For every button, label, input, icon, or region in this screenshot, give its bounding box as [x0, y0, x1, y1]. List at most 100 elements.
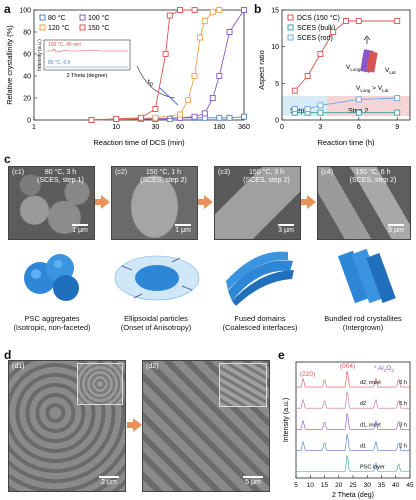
a-ytick-label: 40 — [23, 74, 31, 81]
b-data-point — [291, 106, 298, 112]
e-trace-name: d2, inset — [360, 380, 381, 386]
sem-d1-inset — [77, 363, 123, 405]
schematic-bundled-rods — [337, 248, 396, 304]
a-xtick-label: 180 — [213, 124, 225, 131]
chart-a: Relative crystallinity (%) 0 20 40 60 80 100 … — [5, 7, 250, 147]
inset-label-top: 150 °C, 45 min — [48, 42, 81, 48]
sem-image-c4: (c4) 150 °C, 6 h (SCES, step 2) 5 μm — [317, 166, 411, 240]
sem-c3-scalebar: 3 μm — [278, 224, 294, 234]
t0-label: t0 — [148, 79, 153, 88]
b-data-point — [330, 29, 337, 35]
a-data-point — [241, 7, 247, 13]
caption-fused-domains: Fused domains (Coalesced interfaces) — [222, 314, 298, 332]
b-data-point — [355, 18, 362, 24]
b-data-point — [317, 51, 324, 57]
a-data-point — [185, 97, 191, 104]
a-data-point — [216, 7, 223, 13]
e-xtick-label: 15 — [321, 482, 329, 489]
a-data-point — [241, 113, 247, 120]
sem-c2-caption: 150 °C, 1 h (SCES, step 2) — [140, 169, 187, 184]
peak-220-label: (220) — [300, 371, 315, 378]
a-data-point — [216, 73, 223, 79]
a-data-point — [152, 114, 159, 121]
e-xtick-label: 25 — [349, 482, 357, 489]
sem-image-d2: (d2) 5 μm — [142, 360, 270, 492]
a-data-point — [226, 114, 233, 121]
sem-c4-scalebar: 5 μm — [388, 224, 404, 234]
caption-psc-aggregates: PSC aggregates (Isotropic, non-faceted) — [13, 314, 91, 332]
a-data-point — [162, 51, 169, 57]
e-xtick-label: 10 — [307, 482, 315, 489]
sem-d1-id: (d1) — [12, 363, 25, 370]
a-data-point — [226, 29, 233, 35]
b-data-point — [291, 87, 298, 94]
sem-c1-scalebar: 1 μm — [72, 224, 88, 234]
b-data-point — [304, 106, 311, 112]
e-trace-time: 5 h — [399, 401, 407, 407]
a-data-point — [177, 111, 184, 118]
legend-b-rod — [287, 34, 294, 41]
caption-bundled-rods: Bundled rod crystallites (Intergrown) — [324, 314, 402, 332]
arrow-c2-c3 — [198, 195, 213, 209]
a-data-point — [88, 117, 95, 123]
e-xtick-label: 45 — [406, 482, 414, 489]
a-xtick-label: 360 — [238, 124, 250, 131]
a-data-point — [209, 9, 216, 16]
chart-b-xlabel: Reaction time (h) — [317, 138, 375, 147]
a-data-point — [191, 113, 198, 120]
chart-e-frame — [295, 361, 411, 479]
b-xtick-label: 0 — [280, 124, 284, 131]
inset-label-bottom: 80 °C, 6 h — [48, 60, 71, 66]
chart-a-inset: Intensity (a.u.) 2 Theta (degree) 150 °C… — [37, 39, 131, 79]
e-xtick-label: 40 — [392, 482, 400, 489]
a-ytick-label: 0 — [27, 118, 31, 125]
inset-ylabel: Intensity (a.u.) — [37, 39, 43, 71]
sem-image-c2: (c2) 150 °C, 1 h (SCES, step 2) 1 μm — [111, 166, 198, 240]
a-ytick-label: 100 — [19, 8, 31, 15]
b-ytick-label: 15 — [271, 8, 279, 15]
panel-letter-a: a — [4, 2, 11, 16]
sem-image-d1: (d1) 2 μm — [8, 360, 126, 492]
sem-c4-caption: 150 °C, 6 h (SCES, step 2) — [349, 169, 397, 184]
chart-a-legend: 80 °C 100 °C 120 °C 150 °C — [39, 14, 109, 32]
legend-label-80: 80 °C — [48, 14, 66, 22]
sem-c4-id: (c4) — [321, 169, 334, 176]
caption-ellipsoidal: Ellipsoidal particles (Onset of Anisotrop… — [120, 314, 192, 332]
b-data-point — [355, 96, 362, 103]
a-data-point — [216, 114, 223, 121]
inset-frame — [43, 39, 131, 71]
b-data-point — [304, 73, 311, 79]
step1-label: Step 1 — [290, 108, 310, 115]
b-data-point — [355, 109, 362, 116]
sem-d2-inset — [219, 363, 267, 407]
e-xtick-label: 5 — [294, 482, 298, 489]
a-data-point — [191, 73, 198, 79]
a-ytick-label: 60 — [23, 52, 31, 59]
e-trace-name: PSC layer — [360, 464, 385, 470]
sem-c1-caption: 80 °C, 3 h (SCES, step 1) — [37, 169, 84, 184]
panel-letter-d: d — [4, 348, 12, 362]
a-ytick-label: 20 — [23, 96, 31, 103]
b-ytick-label: 5 — [275, 81, 279, 88]
b-xtick-label: 3 — [318, 124, 322, 131]
e-trace-time: 6 h — [399, 380, 407, 386]
b-xtick-label: 6 — [357, 124, 361, 131]
schematic-psc-aggregates — [24, 254, 79, 301]
legend-label-120: 120 °C — [48, 24, 69, 32]
e-trace-time: 2 h — [399, 443, 407, 449]
b-ytick-label: 0 — [275, 118, 279, 125]
a-data-point — [201, 18, 208, 24]
a-data-point — [197, 34, 203, 41]
legend-marker-100 — [79, 14, 86, 21]
e-trace — [295, 391, 410, 409]
sem-image-c3: (c3) 150 °C, 3 h (SCES, step 2) 3 μm — [214, 166, 301, 240]
legend-b-rod-label: SCES (rod) — [297, 35, 333, 42]
e-xtick-label: 20 — [335, 482, 343, 489]
a-data-point — [113, 115, 120, 122]
sem-c2-id: (c2) — [115, 169, 128, 176]
e-trace — [295, 455, 410, 472]
peak-004-label: (004) — [340, 363, 355, 370]
e-xtick-label: 30 — [364, 482, 372, 489]
b-data-point — [394, 18, 401, 24]
b-data-point — [394, 109, 401, 116]
